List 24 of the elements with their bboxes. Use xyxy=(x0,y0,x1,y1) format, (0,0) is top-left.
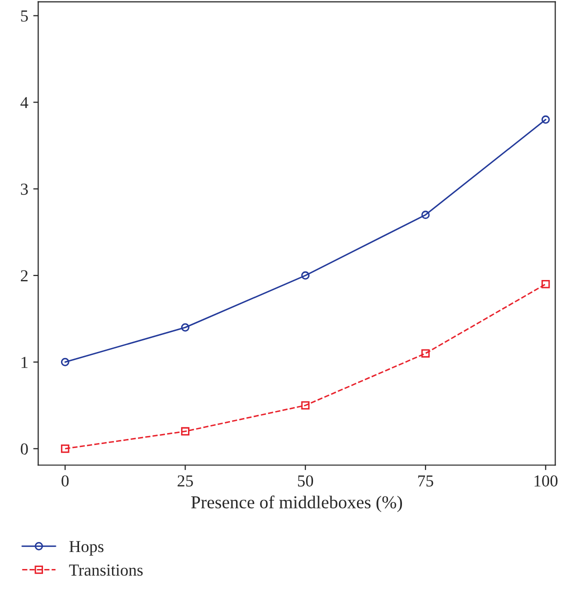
x-axis-title: Presence of middleboxes (%) xyxy=(191,496,402,512)
point xyxy=(421,210,430,220)
point xyxy=(541,115,550,124)
y-tick-label: 1 xyxy=(22,356,28,368)
point xyxy=(301,271,310,280)
point xyxy=(541,280,550,288)
point xyxy=(421,349,430,358)
y-tick-label: 5 xyxy=(21,10,28,22)
y-tick-label: 4 xyxy=(20,97,28,108)
point xyxy=(181,323,190,332)
point xyxy=(181,427,190,436)
y-tick-label: 0 xyxy=(20,443,28,455)
point xyxy=(60,358,70,366)
y-tick-label: 3 xyxy=(20,184,28,195)
point xyxy=(60,444,70,453)
point xyxy=(301,401,310,410)
x-tick-label: 100 xyxy=(534,475,558,487)
x-tick-label: 75 xyxy=(418,475,434,487)
x-tick-label: 25 xyxy=(178,475,193,487)
legend-label: Hops xyxy=(69,541,104,556)
x-tick-label: 50 xyxy=(298,475,314,487)
y-tick-label: 2 xyxy=(20,270,28,282)
legend-label: Transitions xyxy=(69,564,143,576)
x-tick-label: 0 xyxy=(62,475,69,487)
